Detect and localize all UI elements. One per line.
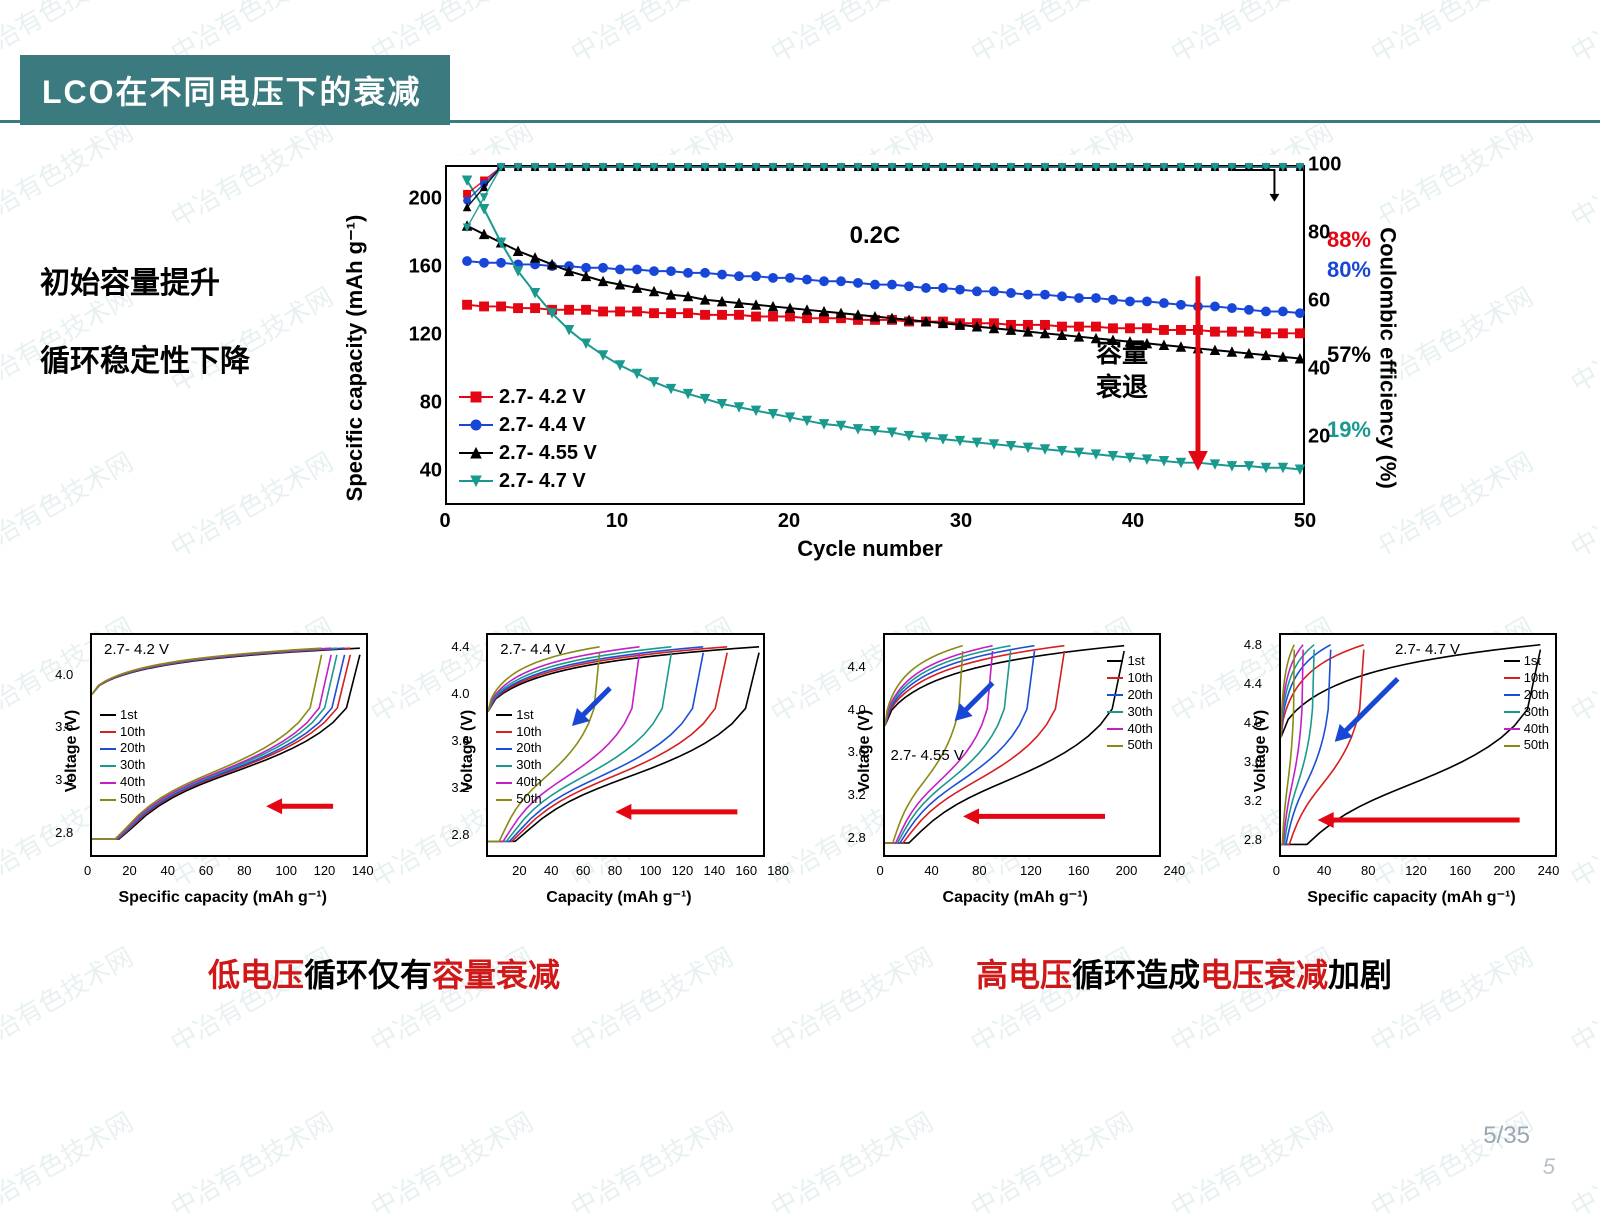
y2-axis-label: Coulombic efficiency (%) bbox=[1375, 227, 1401, 489]
voltage-profile-chart-3: Voltage (V) Specific capacity (mAh g⁻¹) … bbox=[1224, 625, 1565, 905]
title-underline bbox=[0, 120, 1600, 123]
voltage-profile-chart-1: Voltage (V) Capacity (mAh g⁻¹) 204060801… bbox=[431, 625, 772, 905]
left-notes: 初始容量提升 循环稳定性下降 bbox=[40, 245, 250, 401]
caption-right: 高电压循环造成电压衰减加剧 bbox=[976, 950, 1392, 996]
slide-title: LCO在不同电压下的衰减 bbox=[20, 55, 450, 125]
main-legend: 2.7- 4.2 V2.7- 4.4 V2.7- 4.55 V2.7- 4.7 … bbox=[459, 383, 597, 495]
small-charts-row: Voltage (V) Specific capacity (mAh g⁻¹) … bbox=[35, 625, 1565, 905]
caption-left: 低电压循环仅有容量衰减 bbox=[208, 950, 560, 996]
bottom-captions: 低电压循环仅有容量衰减 高电压循环造成电压衰减加剧 bbox=[0, 950, 1600, 996]
voltage-profile-chart-2: Voltage (V) Capacity (mAh g⁻¹) 040801201… bbox=[828, 625, 1169, 905]
page-number-corner: 5 bbox=[1543, 1154, 1555, 1180]
y1-axis-label: Specific capacity (mAh g⁻¹) bbox=[342, 214, 368, 501]
note-2: 循环稳定性下降 bbox=[40, 323, 250, 401]
page-number: 5/35 bbox=[1483, 1122, 1530, 1150]
note-1: 初始容量提升 bbox=[40, 245, 250, 323]
x-axis-label: Cycle number bbox=[797, 536, 943, 562]
main-plot-area: 0.2C 容量衰退 2.7- 4.2 V2.7- 4.4 V2.7- 4.55 … bbox=[445, 165, 1305, 505]
voltage-profile-chart-0: Voltage (V) Specific capacity (mAh g⁻¹) … bbox=[35, 625, 376, 905]
main-cycling-chart: Specific capacity (mAh g⁻¹) Coulombic ef… bbox=[360, 155, 1380, 560]
